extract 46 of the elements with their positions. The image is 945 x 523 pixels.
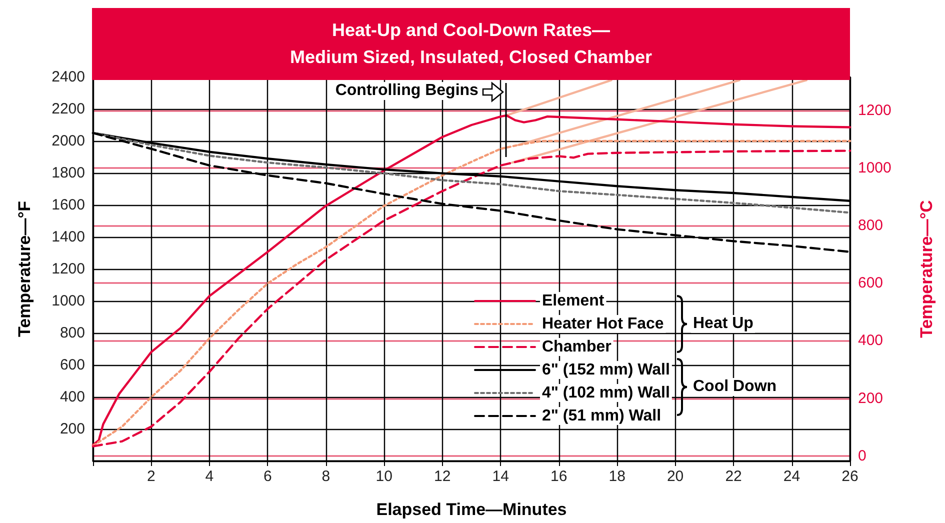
chart-subtitle: Medium Sized, Insulated, Closed Chamber [288,46,654,69]
annotation: Controlling Begins [333,82,480,100]
y-tick-label: 200 [60,420,85,438]
y-tick-label: 2400 [52,68,85,86]
y-tick-label: 1400 [52,228,85,246]
y-tick-label: 600 [60,356,85,374]
x-tick-label: 12 [434,468,451,485]
legend-label: Heater Hot Face [542,316,664,332]
x-tick-label: 18 [608,468,626,485]
x-tick-label: 22 [725,468,742,485]
y-tick-label: 400 [60,388,85,406]
y-tick-label: 1800 [52,164,85,182]
y2-tick-label: 0 [858,447,866,464]
y-tick-label: 1600 [52,196,85,214]
x-tick-label: 14 [492,468,509,485]
x-tick-label: 6 [264,468,272,485]
y-tick-label: 2000 [52,132,85,150]
y-axis-title: Temperature—°F [15,201,34,337]
legend-label: Element [542,292,605,310]
x-tick-label: 8 [322,468,330,485]
legend-label: 4" (102 mm) Wall [542,384,670,402]
x-tick-label: 20 [666,468,684,485]
legend-label: 2" (51 mm) Wall [542,408,662,424]
x-axis-title: Elapsed Time—Minutes [376,500,567,519]
y2-tick-label: 200 [858,390,884,407]
y2-tick-label: 400 [858,332,884,350]
y2-tick-label: 600 [858,274,884,292]
x-tick-label: 16 [550,468,568,485]
x-tick-label: 2 [147,468,156,485]
y-tick-label: 2200 [52,100,85,118]
x-tick-label: 26 [842,468,858,485]
annotation: Heat Up [691,314,756,332]
y-tick-label: 1200 [52,260,85,278]
y2-tick-label: 800 [858,216,884,234]
annotation: Cool Down [691,378,779,396]
y2-axis-title: Temperature—°C [917,200,936,338]
y2-tick-label: 1000 [858,159,892,176]
y2-tick-label: 1200 [858,102,892,119]
legend-label: Chamber [542,338,612,356]
x-tick-label: 24 [783,468,800,485]
legend-label: 6" (152 mm) Wall [542,362,670,378]
x-tick-label: 4 [205,468,214,485]
y-tick-label: 800 [60,324,85,342]
x-tick-label: 10 [376,468,392,485]
chart-title: Heat-Up and Cool-Down Rates— [330,19,611,42]
y-tick-label: 1000 [52,292,85,310]
